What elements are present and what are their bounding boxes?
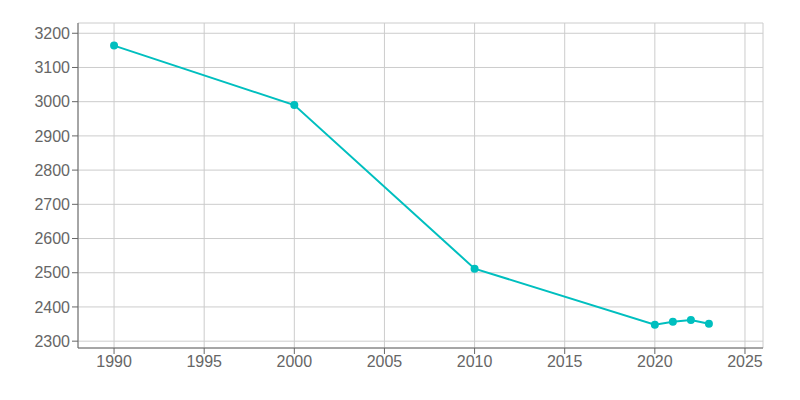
svg-text:2300: 2300 [34,333,70,350]
svg-text:3100: 3100 [34,59,70,76]
svg-text:3200: 3200 [34,25,70,42]
svg-text:1995: 1995 [186,353,222,370]
svg-text:2025: 2025 [727,353,763,370]
svg-text:2500: 2500 [34,264,70,281]
svg-text:2600: 2600 [34,230,70,247]
svg-text:2400: 2400 [34,299,70,316]
svg-text:2700: 2700 [34,196,70,213]
svg-text:2010: 2010 [457,353,493,370]
svg-text:2020: 2020 [637,353,673,370]
svg-text:2900: 2900 [34,128,70,145]
svg-text:1990: 1990 [96,353,132,370]
svg-text:3000: 3000 [34,93,70,110]
svg-text:2000: 2000 [277,353,313,370]
svg-text:2800: 2800 [34,162,70,179]
svg-text:2005: 2005 [367,353,403,370]
svg-text:2015: 2015 [547,353,583,370]
